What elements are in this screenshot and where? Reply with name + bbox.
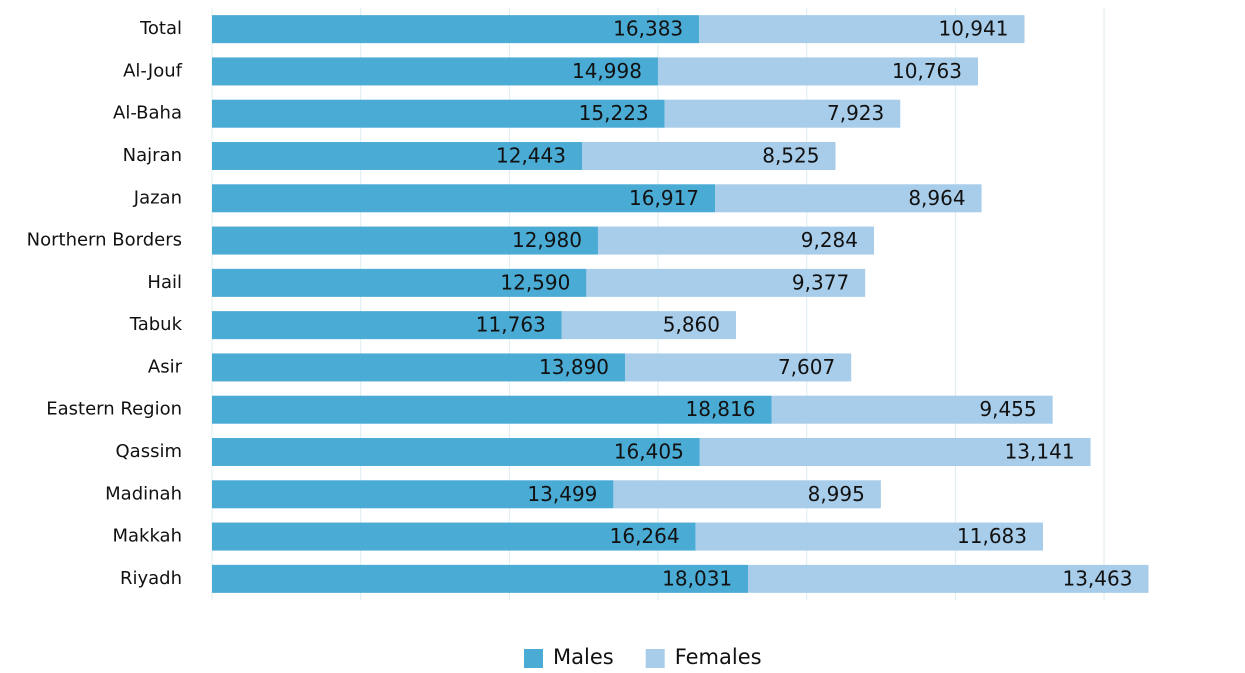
bar-segment bbox=[212, 57, 658, 86]
bar-segment bbox=[212, 353, 626, 382]
category-label: Eastern Region bbox=[46, 399, 182, 420]
category-label: Al-Baha bbox=[113, 103, 182, 124]
bar-segment bbox=[212, 268, 587, 297]
category-label: Hail bbox=[147, 272, 182, 293]
bar-segment bbox=[771, 395, 1053, 424]
value-label: 13,890 bbox=[539, 355, 609, 379]
value-label: 16,405 bbox=[614, 440, 684, 464]
category-label: Jazan bbox=[133, 187, 182, 208]
value-label: 10,941 bbox=[939, 17, 1009, 41]
category-label: Najran bbox=[123, 145, 182, 166]
bar-segment bbox=[212, 522, 696, 551]
category-label: Madinah bbox=[105, 483, 182, 504]
value-label: 12,980 bbox=[512, 228, 582, 252]
value-label: 15,223 bbox=[579, 101, 649, 125]
value-label: 9,455 bbox=[979, 397, 1036, 421]
legend-label: Females bbox=[675, 645, 762, 669]
category-label: Tabuk bbox=[129, 314, 183, 335]
bar-segment bbox=[212, 395, 772, 424]
value-label: 18,031 bbox=[662, 566, 732, 590]
bar-segment bbox=[581, 142, 836, 170]
value-label: 16,264 bbox=[610, 524, 680, 548]
bar-segment bbox=[561, 311, 737, 340]
bar-segment bbox=[212, 15, 700, 44]
value-label: 8,964 bbox=[908, 186, 965, 210]
bar-segment bbox=[212, 226, 598, 255]
value-label: 18,816 bbox=[686, 397, 756, 421]
category-label: Northern Borders bbox=[27, 230, 182, 251]
value-label: 12,590 bbox=[500, 270, 570, 294]
value-label: 16,917 bbox=[629, 186, 699, 210]
bar-segment bbox=[586, 268, 866, 297]
value-label: 9,377 bbox=[792, 270, 849, 294]
category-label: Total bbox=[139, 18, 182, 39]
bar-segment bbox=[715, 184, 982, 213]
value-label: 12,443 bbox=[496, 144, 566, 168]
value-label: 13,141 bbox=[1005, 440, 1075, 464]
bar-segment bbox=[613, 480, 881, 509]
bar-segment bbox=[748, 564, 1149, 593]
bar-segment bbox=[699, 438, 1091, 466]
category-label: Riyadh bbox=[120, 568, 182, 589]
category-label: Asir bbox=[148, 356, 183, 377]
bar-segment bbox=[212, 438, 700, 466]
bar-segment bbox=[625, 353, 852, 382]
value-label: 8,525 bbox=[762, 144, 819, 168]
bar-segment bbox=[212, 564, 749, 593]
value-label: 9,284 bbox=[801, 228, 858, 252]
bar-segment bbox=[597, 226, 875, 255]
bar-segment bbox=[212, 99, 665, 128]
value-label: 7,923 bbox=[827, 101, 884, 125]
bar-segment bbox=[695, 522, 1044, 551]
value-label: 8,995 bbox=[808, 482, 865, 506]
value-label: 11,763 bbox=[476, 313, 546, 337]
value-label: 13,499 bbox=[527, 482, 597, 506]
value-label: 13,463 bbox=[1062, 566, 1132, 590]
category-label: Qassim bbox=[116, 441, 183, 462]
value-label: 10,763 bbox=[892, 59, 962, 83]
category-label: Makkah bbox=[112, 526, 182, 547]
value-label: 7,607 bbox=[778, 355, 835, 379]
legend-label: Males bbox=[553, 645, 614, 669]
bar-segment bbox=[212, 184, 716, 213]
value-label: 5,860 bbox=[663, 313, 720, 337]
bar-segment bbox=[657, 57, 979, 86]
bar-segment bbox=[212, 142, 582, 170]
bar-segment bbox=[664, 99, 901, 128]
value-label: 14,998 bbox=[572, 59, 642, 83]
category-label: Al-Jouf bbox=[123, 60, 183, 81]
bar-segment bbox=[699, 15, 1025, 44]
value-label: 16,383 bbox=[613, 17, 683, 41]
legend-swatch bbox=[645, 649, 665, 668]
bar-segment bbox=[212, 311, 562, 340]
legend-swatch bbox=[524, 649, 543, 668]
value-label: 11,683 bbox=[957, 524, 1027, 548]
bar-segment bbox=[212, 480, 614, 509]
